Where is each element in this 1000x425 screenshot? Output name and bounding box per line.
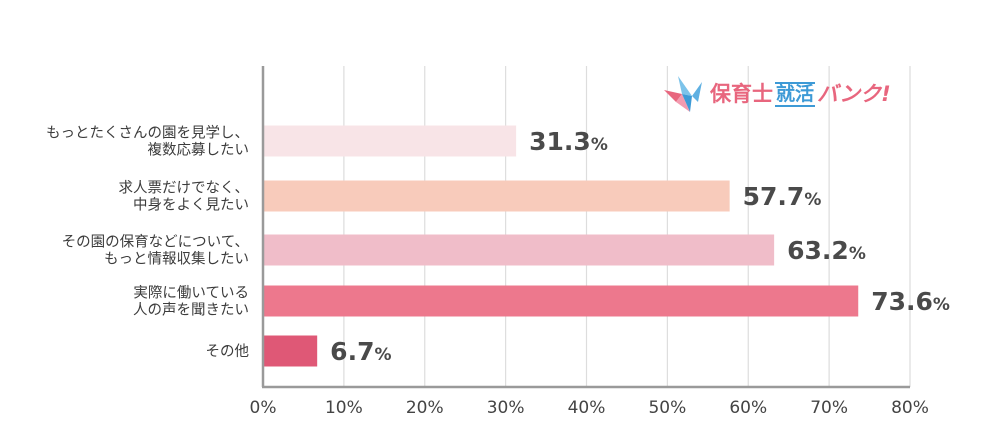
value-label: 73.6%	[871, 287, 950, 316]
category-label: 実際に働いている	[133, 285, 249, 302]
x-tick-label: 10%	[325, 398, 363, 418]
brand-logo: 保育士 就活 バンク!	[662, 72, 891, 116]
value-label: 63.2%	[787, 236, 866, 265]
bar	[263, 285, 859, 317]
value-label: 6.7%	[330, 337, 391, 366]
bird-logo-icon	[664, 76, 702, 112]
x-tick-label: 20%	[406, 398, 444, 418]
x-axis-ticks: 0% 10% 20% 30% 40% 50% 60% 70% 80%	[250, 398, 929, 418]
value-label: 31.3%	[529, 127, 608, 156]
x-tick-label: 30%	[487, 398, 525, 418]
category-label: もっと情報収集したい	[104, 251, 249, 268]
category-label: 求人票だけでなく、	[119, 180, 250, 197]
category-label: その園の保育などについて、	[62, 234, 249, 251]
x-tick-label: 70%	[810, 398, 848, 418]
bar	[263, 335, 318, 367]
bar	[263, 180, 730, 212]
x-tick-label: 50%	[648, 398, 686, 418]
axes	[261, 66, 910, 389]
bar	[263, 125, 517, 157]
x-tick-label: 40%	[568, 398, 606, 418]
bar	[263, 234, 775, 266]
x-tick-label: 80%	[891, 398, 929, 418]
category-label: 中身をよく見たい	[133, 197, 249, 214]
x-tick-label: 0%	[250, 398, 277, 418]
grid-lines	[343, 66, 911, 387]
x-tick-label: 60%	[729, 398, 767, 418]
category-label: 人の声を聞きたい	[133, 301, 249, 319]
logo-text-part3: バンク!	[817, 81, 891, 106]
category-label: 複数応募したい	[148, 142, 250, 159]
bars	[263, 125, 859, 367]
value-label: 57.7%	[743, 182, 822, 211]
category-labels: もっとたくさんの園を見学し、複数応募したい求人票だけでなく、中身をよく見たいその…	[46, 125, 249, 361]
logo-text-part1: 保育士	[710, 81, 773, 106]
category-label: もっとたくさんの園を見学し、	[46, 125, 249, 142]
value-labels: 31.3% 57.7% 63.2%73.6% 6.7%	[330, 127, 950, 366]
category-label: その他	[206, 343, 250, 360]
logo-text-part2: 就活	[775, 81, 816, 107]
